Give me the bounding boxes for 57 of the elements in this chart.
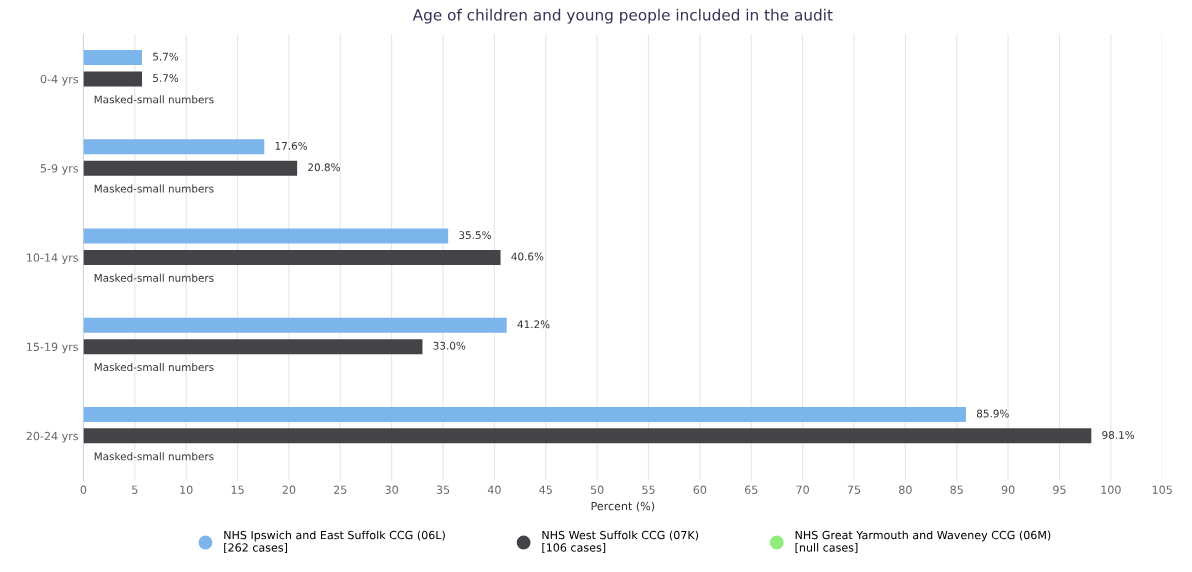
x-tick-label: 70 (796, 485, 809, 494)
bar (83, 317, 507, 333)
data-label: 5.7% (153, 74, 179, 82)
data-label: 35.5% (459, 231, 491, 240)
x-tick-label: 0 (80, 485, 87, 494)
x-tick-label: 5 (132, 485, 138, 494)
text: Masked-small numbers (94, 452, 214, 461)
text: Masked-small numbers (94, 184, 214, 193)
x-tick-label: 80 (899, 485, 912, 494)
y-tick-label: 15-19 yrs (27, 342, 79, 354)
x-tick-label: 20 (282, 485, 296, 494)
x-tick-label: 90 (1001, 485, 1015, 494)
legend-label: NHS West Suffolk CCG (07K) [106 cases] (542, 530, 699, 553)
bar (83, 228, 449, 244)
bar (83, 71, 142, 87)
bar (83, 339, 423, 355)
text: Masked-small numbers (94, 95, 214, 104)
y-tick-label: 10-14 yrs (27, 253, 79, 264)
x-tick-label: 105 (1152, 485, 1172, 494)
x-tick-label: 15 (231, 485, 244, 494)
bar (83, 160, 298, 176)
x-tick-label: 10 (180, 485, 193, 494)
x-tick-label: 55 (642, 485, 655, 494)
x-axis-title: Percent (%) (591, 501, 655, 512)
bar (83, 249, 501, 265)
x-tick-label: 25 (334, 485, 347, 494)
data-label: 98.1% (1102, 431, 1135, 439)
data-label: 20.8% (308, 163, 340, 172)
data-label: 85.9% (976, 409, 1009, 418)
x-tick-label: 40 (487, 485, 501, 494)
x-tick-label: 60 (693, 485, 707, 494)
x-tick-label: 45 (539, 485, 552, 494)
data-label: 33.0% (433, 341, 466, 350)
chart-title: Age of children and young people included in the audit (412, 8, 833, 24)
x-tick-label: 35 (436, 485, 450, 494)
y-tick-label: 5-9 yrs (40, 164, 79, 175)
x-tick-label: 100 (1101, 485, 1121, 494)
bar (83, 50, 142, 66)
data-label: 5.7% (153, 52, 179, 61)
data-label: 41.2% (517, 320, 550, 329)
x-tick-label: 30 (385, 485, 398, 494)
bar (83, 139, 265, 155)
x-tick-label: 50 (590, 485, 604, 494)
x-tick-label: 95 (1053, 485, 1066, 494)
bar (83, 406, 966, 422)
legend-label: NHS Ipswich and East Suffolk CCG (06L) [262 cases] (224, 530, 445, 553)
x-tick-label: 65 (744, 485, 758, 494)
legend-label: NHS Great Yarmouth and Waveney CCG (06M) [null cases] (795, 530, 1051, 553)
data-label: 40.6% (511, 252, 544, 261)
x-tick-label: 85 (950, 485, 963, 494)
text: Masked-small numbers (94, 273, 214, 282)
x-tick-label: 75 (847, 485, 861, 494)
data-label: 17.6% (275, 141, 308, 150)
text: Masked-small numbers (94, 363, 214, 372)
y-tick-label: 20-24 yrs (26, 431, 79, 443)
bar (83, 428, 1092, 444)
y-tick-label: 0-4 yrs (40, 74, 79, 86)
